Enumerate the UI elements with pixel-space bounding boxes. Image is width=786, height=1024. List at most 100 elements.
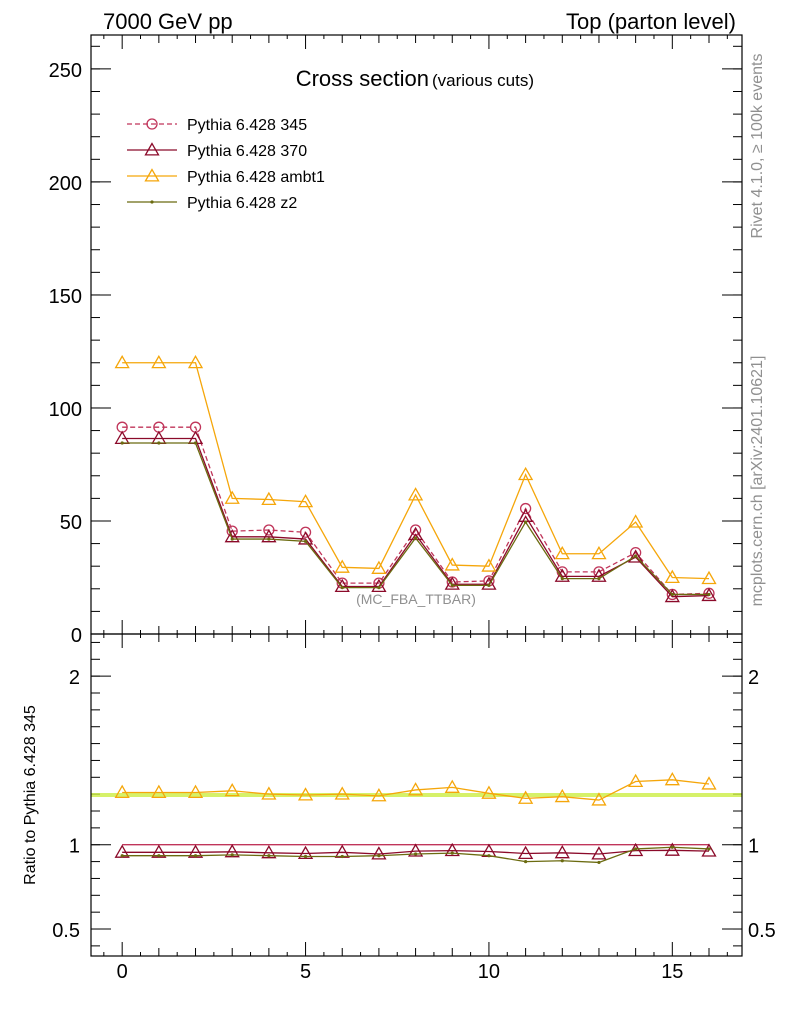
- ratio-y-tick-label: 1: [69, 836, 80, 858]
- data-point: [261, 491, 277, 506]
- series-line: [122, 426, 710, 596]
- data-point: [407, 487, 424, 501]
- data-point: [371, 560, 387, 574]
- data-point: [157, 854, 161, 858]
- x-tick-label: 0: [117, 961, 128, 983]
- data-point: [114, 784, 130, 798]
- data-point: [151, 784, 167, 798]
- data-point: [299, 526, 312, 538]
- series-line: [122, 362, 710, 580]
- data-point: [297, 493, 314, 508]
- data-point: [261, 786, 277, 800]
- data-point: [187, 354, 204, 369]
- data-point: [444, 842, 460, 857]
- data-point: [224, 528, 240, 543]
- data-point: [591, 846, 607, 860]
- data-point: [450, 851, 454, 855]
- data-point: [628, 514, 644, 528]
- data-point: [151, 354, 167, 369]
- data-point: [340, 854, 344, 859]
- data-point: [224, 490, 240, 504]
- legend-marker: [144, 142, 160, 156]
- x-tick-label: 5: [300, 961, 311, 983]
- data-point: [377, 854, 381, 858]
- y-tick-label: 100: [49, 399, 82, 421]
- data-point: [517, 790, 534, 804]
- data-point: [554, 568, 570, 582]
- data-point: [120, 854, 124, 858]
- series-pythia_z2: [120, 845, 711, 865]
- series-line: [122, 437, 710, 598]
- legend-marker: [146, 118, 158, 130]
- data-point: [487, 854, 491, 858]
- ratio-y-axis-label: Ratio to Pythia 6.428 345: [22, 705, 39, 885]
- legend-label: Pythia 6.428 345: [187, 117, 307, 134]
- series-pythia_ambt1: [114, 354, 717, 585]
- data-point: [187, 784, 204, 798]
- data-point: [444, 779, 460, 793]
- data-point: [303, 539, 308, 543]
- data-point: [303, 854, 308, 859]
- legend-item: Pythia 6.428 345: [127, 117, 307, 134]
- ratio-plot-panel: 0.5 0.5 1 1 2 2 0 5 10 15 Ratio to Pythia 6.428 …: [22, 633, 776, 983]
- data-point: [407, 843, 424, 857]
- data-point: [334, 559, 350, 573]
- data-point: [628, 549, 644, 563]
- data-point: [230, 537, 234, 541]
- data-point: [230, 853, 234, 857]
- x-tick-label: 10: [478, 961, 500, 983]
- y-tick-label: 200: [49, 173, 82, 195]
- energy-label: 7000 GeV pp: [103, 9, 233, 34]
- y-tick-label: 0: [71, 625, 82, 647]
- data-point: [634, 554, 638, 558]
- data-point: [193, 441, 198, 445]
- x-tick-label: 15: [661, 961, 683, 983]
- data-point: [334, 786, 350, 800]
- data-point: [554, 788, 570, 803]
- ratio-y-tick-label-right: 0.5: [748, 920, 776, 942]
- data-point: [517, 845, 534, 860]
- data-point: [670, 845, 674, 849]
- series-pythia_370: [114, 430, 717, 603]
- y-tick-label: 250: [49, 60, 82, 82]
- ratio-y-tick-label: 0.5: [52, 920, 80, 942]
- data-point: [114, 354, 130, 369]
- legend-label: Pythia 6.428 ambt1: [187, 169, 325, 186]
- legend-label: Pythia 6.428 z2: [187, 195, 297, 212]
- data-point: [560, 577, 564, 581]
- data-point: [157, 441, 161, 445]
- data-point: [340, 586, 344, 590]
- data-point: [371, 788, 387, 802]
- series-pythia_z2: [120, 441, 711, 597]
- data-point: [628, 773, 644, 788]
- ratio-y-tick-label-right: 2: [748, 667, 759, 689]
- ratio-series-group: [114, 772, 717, 865]
- data-point: [701, 843, 717, 857]
- data-point: [444, 576, 460, 590]
- data-point: [591, 545, 607, 560]
- data-point: [481, 576, 497, 590]
- data-point: [120, 441, 124, 445]
- data-point: [664, 588, 680, 603]
- data-point: [519, 502, 532, 515]
- ratio-x-tick-labels: 0 5 10 15: [117, 961, 684, 983]
- data-point: [377, 586, 381, 590]
- data-point: [267, 854, 271, 858]
- data-point: [297, 845, 314, 860]
- data-point: [413, 852, 418, 856]
- ratio-y-tick-label-right: 1: [748, 836, 759, 858]
- data-point: [263, 524, 275, 536]
- chart-title: Cross section: [296, 66, 429, 91]
- data-point: [707, 592, 711, 597]
- mcplots-label: mcplots.cern.ch [arXiv:2401.10621]: [749, 356, 766, 607]
- data-point: [597, 860, 601, 865]
- data-point: [407, 782, 424, 796]
- data-point: [444, 557, 460, 571]
- data-point: [560, 859, 564, 863]
- data-point: [701, 570, 717, 585]
- data-point: [554, 845, 570, 859]
- data-point: [193, 854, 198, 858]
- legend: Pythia 6.428 345 Pythia 6.428 370 Pythia 6…: [127, 117, 325, 212]
- data-point: [554, 545, 570, 560]
